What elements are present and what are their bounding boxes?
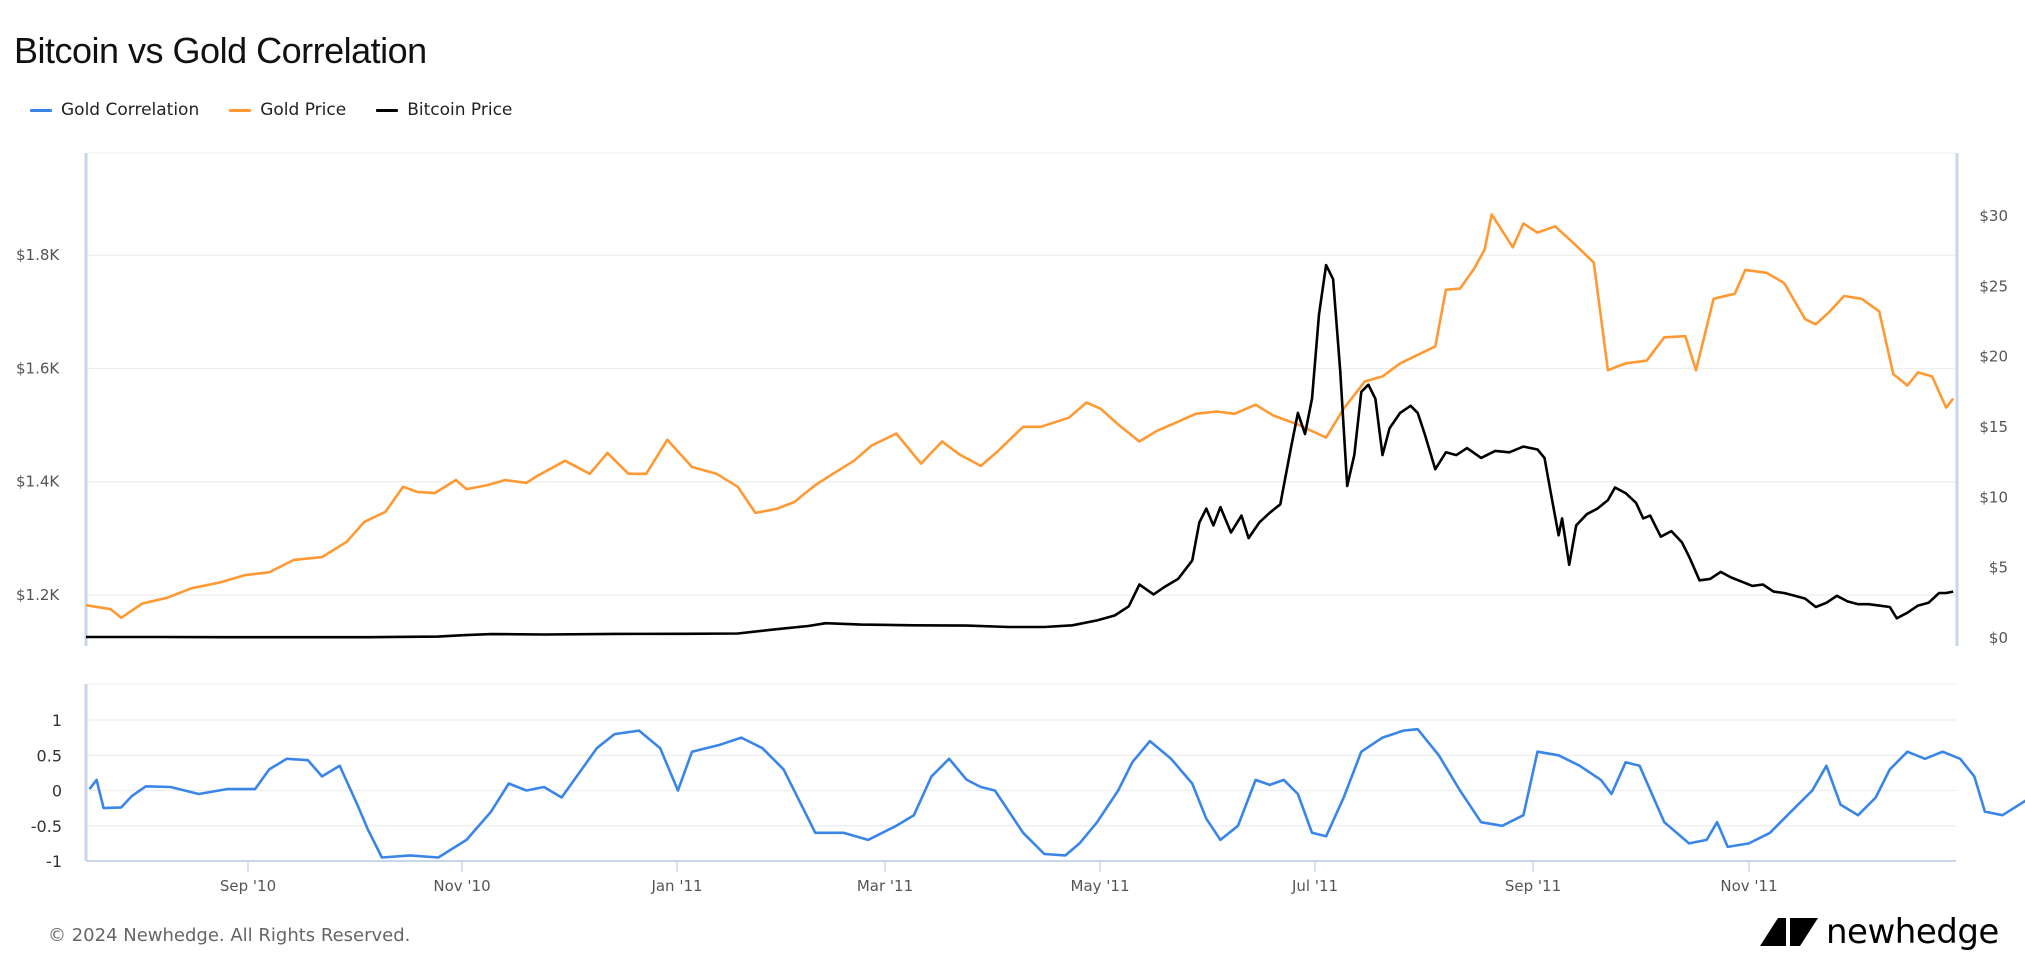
legend-item-gold-correlation[interactable]: Gold Correlation	[30, 100, 199, 120]
right-axis-tick-label: $5	[1989, 559, 2008, 577]
correlation-tick-label: -0.5	[31, 817, 62, 836]
gold-correlation-line	[88, 727, 2025, 859]
correlation-tick-label: -1	[46, 852, 62, 871]
right-axis-tick-label: $0	[1989, 629, 2008, 647]
legend-item-gold-price[interactable]: Gold Price	[229, 100, 346, 120]
newhedge-logo[interactable]: newhedge	[1760, 912, 1999, 952]
price-panel: $1.2K $1.4K $1.6K $1.8K $0 $5 $10 $15 $20 $25 $30	[16, 152, 2008, 647]
right-axis-tick-label: $10	[1979, 488, 2008, 506]
x-axis-tick-label: Sep '10	[220, 877, 276, 895]
left-axis-tick-label: $1.2K	[16, 586, 60, 604]
x-axis-tick-label: May '11	[1071, 877, 1130, 895]
legend: Gold Correlation Gold Price Bitcoin Pric…	[30, 100, 542, 120]
left-axis-tick-label: $1.6K	[16, 359, 60, 377]
legend-item-bitcoin-price[interactable]: Bitcoin Price	[376, 100, 512, 120]
legend-label: Bitcoin Price	[407, 100, 513, 120]
legend-label: Gold Price	[260, 100, 347, 120]
right-axis-ticks: $0 $5 $10 $15 $20 $25 $30	[1979, 207, 2008, 647]
x-axis-ticks: Sep '10 Nov '10 Jan '11 Mar '11 May '11 Jul '…	[220, 861, 1778, 895]
correlation-axis-ticks: -1 -0.5 0 0.5 1	[31, 711, 62, 871]
correlation-gridlines	[86, 719, 1956, 827]
right-axis-tick-label: $15	[1979, 418, 2008, 436]
right-axis-tick-label: $30	[1979, 207, 2008, 225]
correlation-tick-label: 0.5	[37, 746, 62, 765]
left-axis-tick-label: $1.4K	[16, 473, 60, 491]
newhedge-logo-icon	[1760, 918, 1818, 946]
left-axis-tick-label: $1.8K	[16, 246, 60, 264]
x-axis-tick-label: Jan '11	[650, 877, 702, 895]
gold-correlation-swatch-icon	[30, 108, 52, 112]
x-axis-tick-label: Mar '11	[857, 877, 913, 895]
right-axis-tick-label: $25	[1979, 277, 2008, 295]
price-gridlines	[86, 254, 1956, 596]
right-axis-tick-label: $20	[1979, 348, 2008, 366]
gold-price-line	[86, 213, 1955, 620]
bitcoin-price-swatch-icon	[376, 108, 399, 112]
x-axis-tick-label: Nov '11	[1720, 877, 1777, 895]
gold-price-swatch-icon	[229, 108, 252, 112]
correlation-panel: -1 -0.5 0 0.5 1 Sep '10 Nov '10 Jan '11 Mar '11…	[31, 683, 2025, 895]
logo-text: newhedge	[1826, 912, 1999, 952]
chart-title: Bitcoin vs Gold Correlation	[14, 30, 427, 71]
correlation-tick-label: 1	[52, 711, 62, 730]
bitcoin-price-line	[86, 263, 1954, 639]
copyright-text: © 2024 Newhedge. All Rights Reserved.	[48, 925, 411, 946]
x-axis-tick-label: Sep '11	[1505, 877, 1561, 895]
x-axis-tick-label: Nov '10	[433, 877, 490, 895]
legend-label: Gold Correlation	[61, 100, 200, 120]
left-axis-ticks: $1.2K $1.4K $1.6K $1.8K	[16, 246, 60, 604]
x-axis-tick-label: Jul '11	[1291, 877, 1338, 895]
correlation-tick-label: 0	[52, 782, 62, 801]
